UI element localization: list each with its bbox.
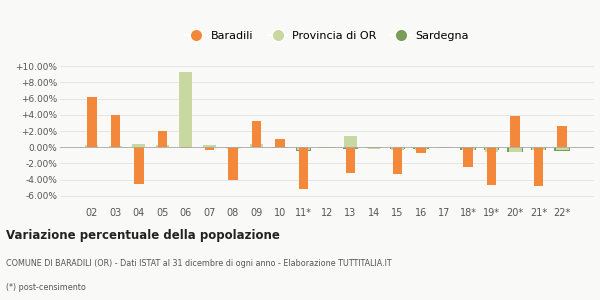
Bar <box>511 116 520 147</box>
Bar <box>203 145 216 147</box>
Bar <box>320 147 334 148</box>
Bar <box>367 147 382 148</box>
Bar <box>531 147 546 150</box>
Bar <box>437 147 452 148</box>
Bar <box>393 147 402 174</box>
Bar <box>322 147 332 148</box>
Bar <box>87 97 97 147</box>
Bar <box>133 144 145 147</box>
Bar <box>346 147 355 173</box>
Bar <box>413 147 428 149</box>
Bar <box>368 147 380 149</box>
Bar <box>390 147 405 149</box>
Bar <box>250 144 263 147</box>
Bar <box>487 147 496 185</box>
Bar <box>156 145 169 147</box>
Bar <box>272 147 287 148</box>
Bar <box>179 72 193 147</box>
Bar <box>391 147 404 150</box>
Bar <box>205 147 214 150</box>
Bar <box>274 147 286 148</box>
Bar <box>85 145 98 147</box>
Bar <box>344 136 357 147</box>
Bar <box>554 147 570 151</box>
Text: Variazione percentuale della popolazione: Variazione percentuale della popolazione <box>6 230 280 242</box>
Bar <box>228 147 238 181</box>
Bar <box>460 147 476 150</box>
Bar <box>509 147 521 152</box>
Bar <box>463 147 473 167</box>
Bar <box>440 147 449 148</box>
Bar <box>556 147 569 150</box>
Bar <box>319 147 335 148</box>
Bar <box>532 147 545 150</box>
Bar <box>484 147 499 150</box>
Bar <box>485 147 498 152</box>
Bar <box>557 126 567 147</box>
Text: (*) post-censimento: (*) post-censimento <box>6 284 86 292</box>
Bar <box>343 147 358 149</box>
Bar <box>227 147 239 149</box>
Bar <box>252 121 261 147</box>
Bar <box>181 147 191 148</box>
Legend: Baradili, Provincia di OR, Sardegna: Baradili, Provincia di OR, Sardegna <box>181 27 473 45</box>
Bar <box>109 146 122 147</box>
Bar <box>461 147 475 150</box>
Bar <box>111 115 120 147</box>
Bar <box>296 147 311 151</box>
Bar <box>226 147 241 148</box>
Text: COMUNE DI BARADILI (OR) - Dati ISTAT al 31 dicembre di ogni anno - Elaborazione : COMUNE DI BARADILI (OR) - Dati ISTAT al … <box>6 260 392 268</box>
Bar <box>297 147 310 150</box>
Bar <box>438 147 451 148</box>
Bar <box>416 147 426 152</box>
Bar <box>534 147 543 186</box>
Bar <box>508 147 523 152</box>
Bar <box>134 147 143 184</box>
Bar <box>370 147 379 148</box>
Bar <box>299 147 308 189</box>
Bar <box>415 147 427 150</box>
Bar <box>158 130 167 147</box>
Bar <box>275 139 284 147</box>
